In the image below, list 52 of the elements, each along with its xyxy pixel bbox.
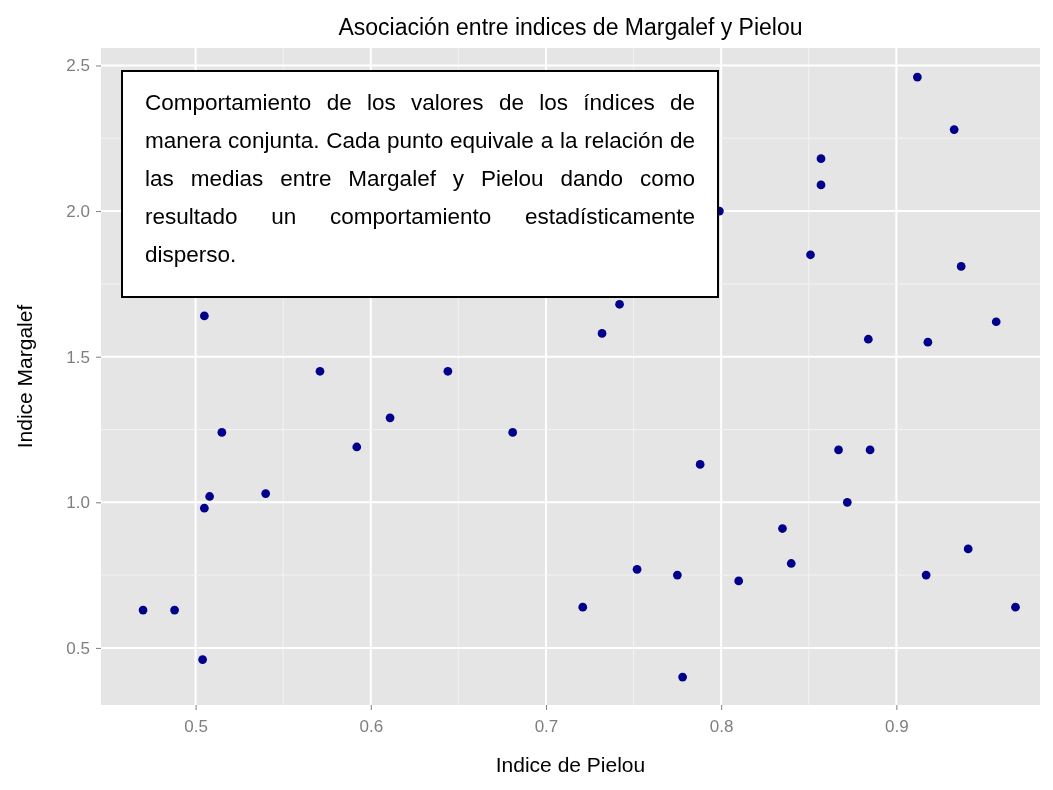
point [352,442,362,452]
x-axis-title: Indice de Pielou [495,753,646,776]
point [632,564,642,574]
text-box: Comportamiento de los valores de los índices de manera conjunta. Cada punto equivale a la relación de las medias entre Margalef y Pielou dando como resultado un comportamiento estadísticamente disperso. [121,70,719,298]
point [443,366,453,376]
point [199,503,209,513]
point [217,428,227,437]
point [865,445,875,455]
point [615,299,624,309]
point [1011,602,1020,612]
y-tick-label: 2.0 [66,202,90,222]
point [834,445,843,455]
point [816,180,826,190]
x-tick-label: 0.7 [534,717,559,737]
point [806,250,815,260]
y-tick-label: 1.0 [66,493,90,513]
point [816,154,826,164]
point [678,672,687,682]
y-tick-label: 2.5 [66,56,90,76]
point [921,570,931,580]
x-tick-label: 0.8 [709,717,734,737]
point [913,72,922,82]
x-tick-label: 0.6 [359,717,384,737]
point [261,489,271,498]
y-axis-title: Indice Margalef [13,304,36,449]
x-tick-label: 0.9 [885,717,909,737]
point [923,337,933,347]
point [863,334,873,344]
point [956,262,966,271]
point [786,559,796,568]
point [842,497,852,507]
point [991,317,1001,327]
y-tick-label: 0.5 [66,638,90,658]
point [949,125,959,134]
point [170,605,179,615]
point [778,524,787,533]
point [963,544,973,554]
point [199,311,209,321]
point [138,605,148,615]
point [205,492,214,501]
point [385,413,395,423]
point [695,460,705,469]
x-tick-label: 0.5 [184,717,208,737]
point [578,602,588,612]
point [508,428,518,437]
point [315,366,325,376]
chart-title: Asociación entre indices de Margalef y Pielou [338,14,803,40]
point [198,655,207,664]
y-tick-label: 1.5 [66,347,90,367]
point [734,576,744,586]
point [672,570,682,580]
point [597,329,607,338]
